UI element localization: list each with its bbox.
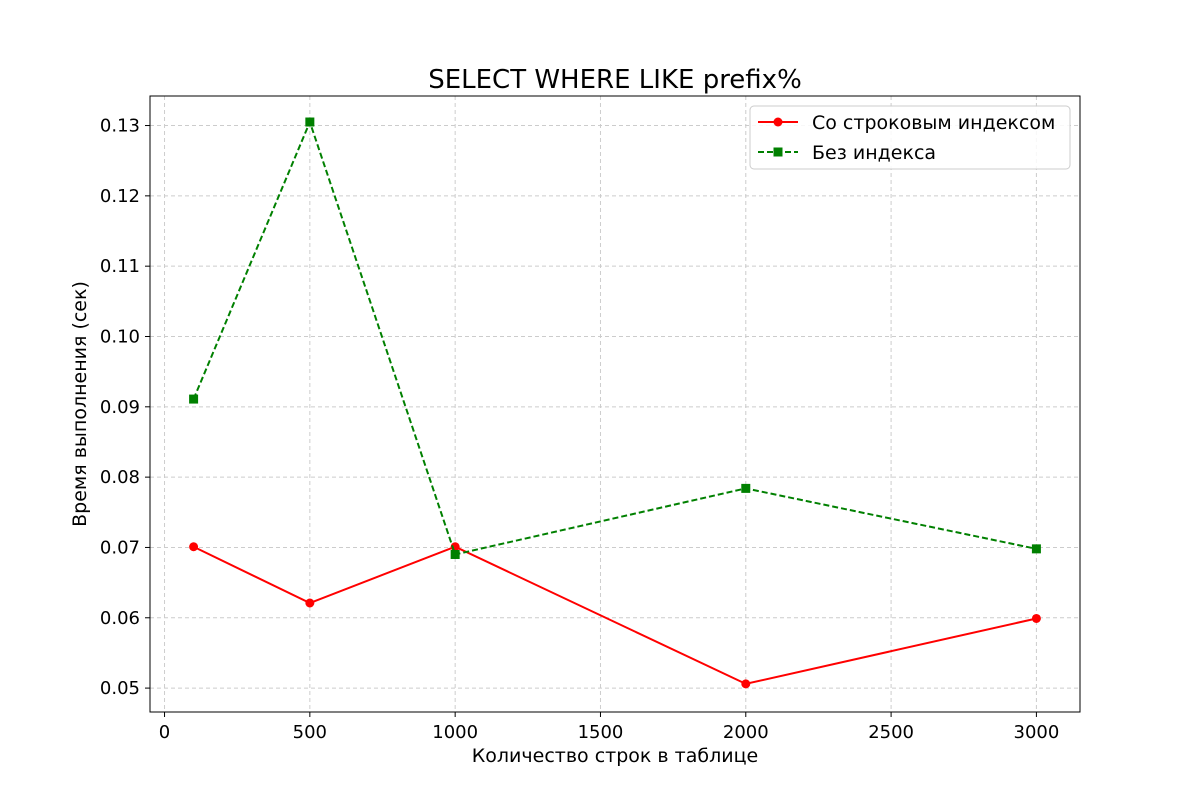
x-tick-label: 1000 — [432, 722, 478, 743]
ticks: 0 500 1000 1500 2000 2500 3000 0.05 0.06 0.07 0.08… — [100, 116, 1059, 743]
y-tick-label: 0.06 — [100, 608, 140, 629]
y-tick-label: 0.09 — [100, 397, 140, 418]
plot-frame — [149, 95, 1081, 713]
series-layer — [189, 117, 1041, 689]
data-point — [450, 549, 460, 559]
legend: Со строковым индексом Без индекса — [749, 105, 1071, 170]
y-tick-label: 0.12 — [100, 186, 140, 207]
chart-title: SELECT WHERE LIKE prefix% — [428, 65, 802, 95]
y-tick-label: 0.08 — [100, 467, 140, 488]
data-point — [189, 542, 199, 552]
legend-label: Со строковым индексом — [812, 112, 1055, 134]
x-tick-label: 3000 — [1014, 722, 1060, 743]
data-point — [189, 394, 199, 404]
legend-marker — [773, 117, 783, 127]
data-point — [305, 117, 315, 127]
data-point — [305, 598, 315, 608]
data-point — [1031, 613, 1041, 623]
x-tick-label: 500 — [293, 722, 327, 743]
x-tick-label: 2500 — [868, 722, 914, 743]
data-point — [741, 483, 751, 493]
legend-box — [749, 105, 1071, 170]
data-point — [741, 679, 751, 689]
legend-label: Без индекса — [812, 142, 936, 164]
x-tick-label: 2000 — [723, 722, 769, 743]
y-axis-title: Время выполнения (сек) — [69, 281, 91, 527]
grid — [150, 96, 1080, 712]
y-tick-label: 0.13 — [100, 116, 140, 137]
legend-marker — [773, 147, 783, 157]
y-tick-label: 0.10 — [100, 326, 140, 347]
x-tick-label: 0 — [159, 722, 170, 743]
y-tick-label: 0.11 — [100, 256, 140, 277]
data-point — [1031, 544, 1041, 554]
x-axis-title: Количество строк в таблице — [472, 745, 758, 767]
y-tick-label: 0.07 — [100, 537, 140, 558]
y-tick-label: 0.05 — [100, 678, 140, 699]
x-tick-label: 1500 — [578, 722, 624, 743]
